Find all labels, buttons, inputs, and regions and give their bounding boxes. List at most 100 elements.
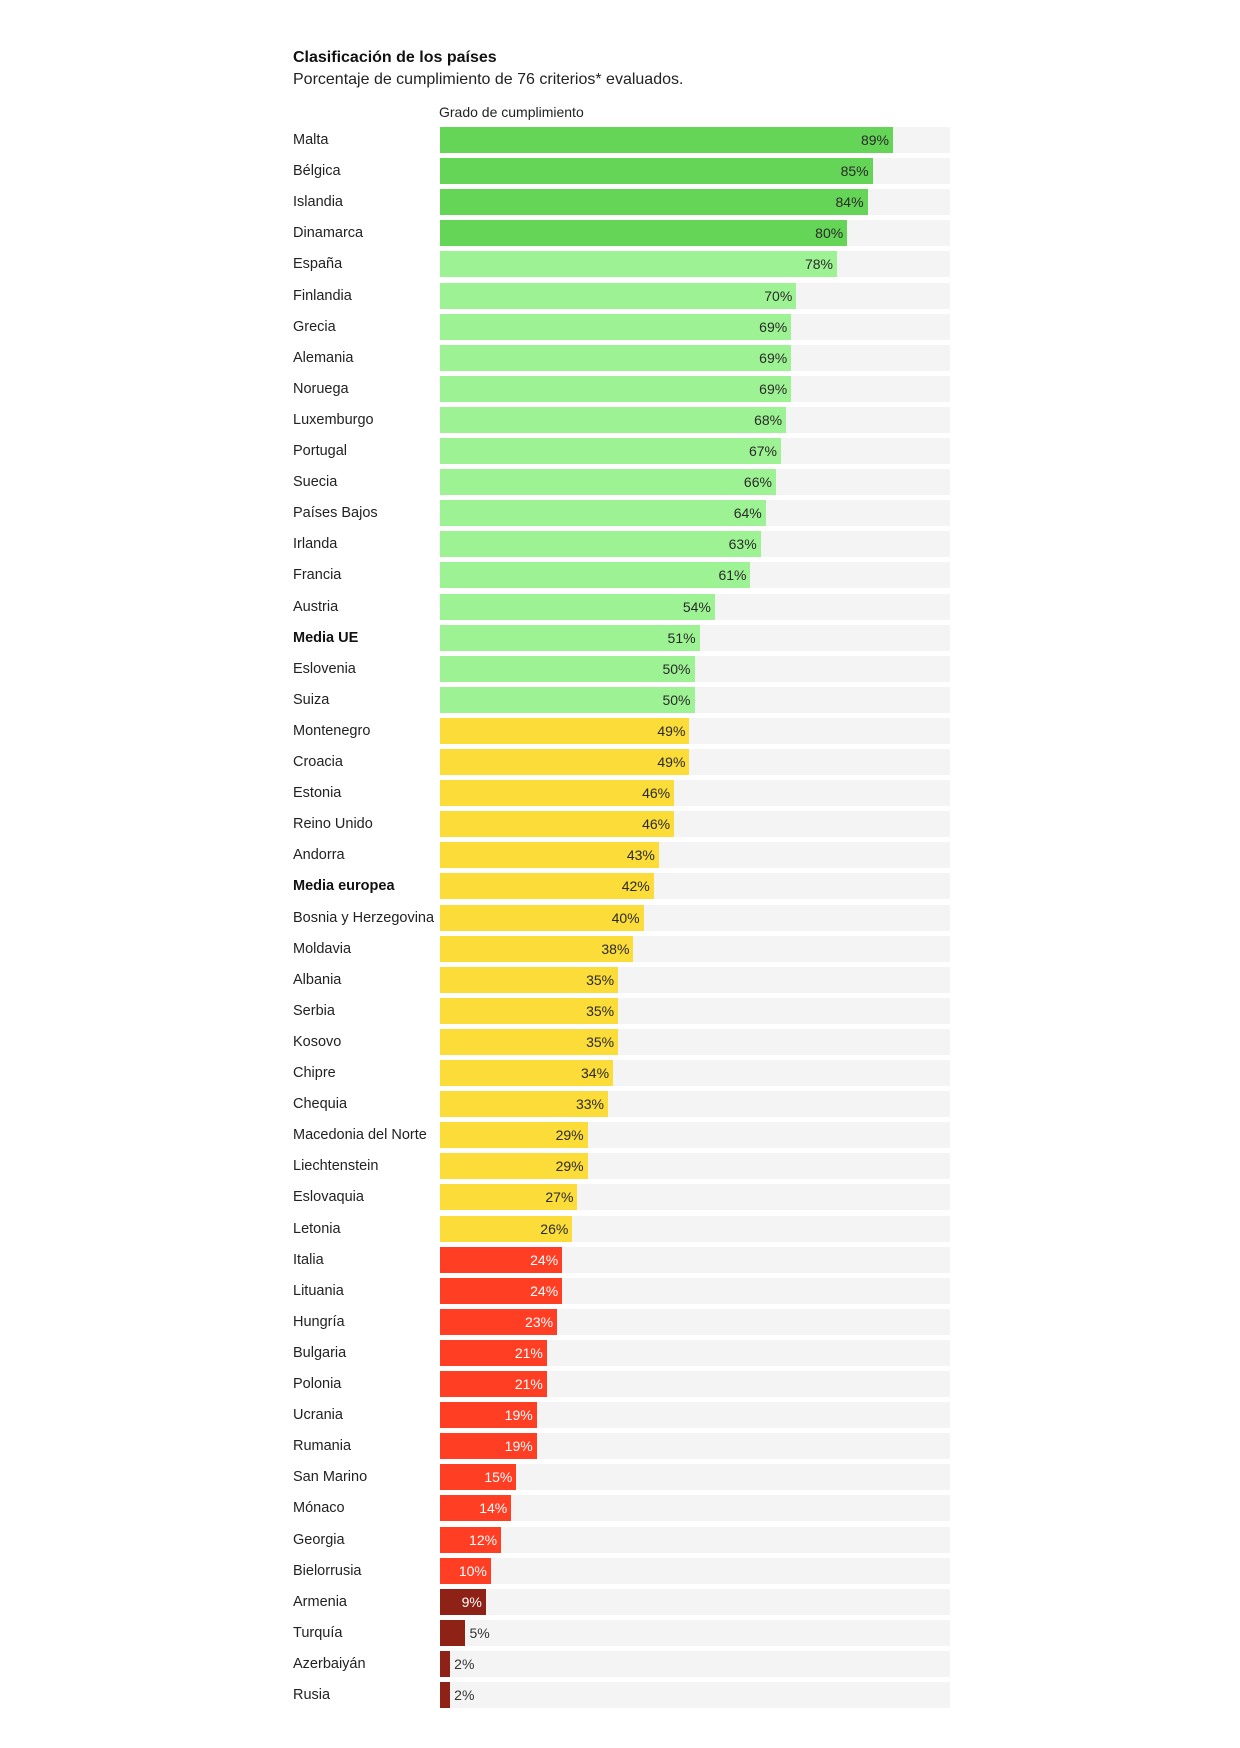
value-label-reino-unido: 46% [642,816,671,833]
bar-alemania [440,344,792,371]
category-label-media-ue: Media UE [293,629,359,646]
bar-turquia [440,1619,466,1646]
value-label-suecia: 66% [743,474,772,491]
bar-luxemburgo [440,406,787,433]
bar-hungria [440,1308,558,1335]
bar-track-rusia [440,1682,950,1708]
category-label-portugal: Portugal [293,443,348,459]
bar-media-ue [440,624,700,651]
bar-eslovaquia [440,1184,578,1211]
category-label-reino-unido: Reino Unido [293,816,373,833]
category-label-bulgaria: Bulgaria [293,1344,347,1361]
bar-azerbaiyan [440,1650,451,1677]
bar-malta [440,127,893,153]
value-label-bielorrusia: 10% [458,1562,487,1579]
value-label-montenegro: 49% [657,722,686,739]
bar-chipre [440,1060,614,1086]
category-label-bielorrusia: Bielorrusia [293,1562,362,1579]
category-label-noruega: Noruega [293,380,349,397]
category-label-lituania: Lituania [293,1282,344,1299]
category-label-georgia: Georgia [293,1531,345,1548]
value-label-grecia: 69% [759,318,788,335]
value-label-croacia: 49% [657,754,686,770]
category-label-belgica: Bélgica [293,163,341,180]
category-label-malta: Malta [293,132,329,148]
bar-moldavia [440,935,634,962]
value-label-andorra: 43% [626,847,655,864]
bar-espana [440,251,838,278]
category-label-bosnia-y-herzegovina: Bosnia y Herzegovina [293,909,435,926]
bar-track-bielorrusia [440,1557,950,1584]
value-label-eslovaquia: 27% [545,1189,574,1206]
value-label-islandia: 84% [835,194,864,211]
bar-paises-bajos [440,500,766,527]
bar-armenia [440,1588,486,1615]
value-label-media-ue: 51% [667,629,696,646]
value-label-finlandia: 70% [764,287,793,304]
value-label-liechtenstein: 29% [555,1158,584,1175]
category-label-eslovaquia: Eslovaquia [293,1189,364,1206]
value-label-monaco: 14% [479,1500,508,1517]
category-label-luxemburgo: Luxemburgo [293,411,374,428]
bar-polonia [440,1371,547,1397]
value-label-moldavia: 38% [601,940,630,957]
category-label-rumania: Rumania [293,1438,352,1455]
category-label-letonia: Letonia [293,1220,341,1237]
value-label-noruega: 69% [759,380,788,397]
chart-title: Clasificación de los países [293,49,497,66]
bar-islandia [440,189,868,216]
bar-estonia [440,780,675,807]
bar-serbia [440,997,619,1024]
value-label-francia: 61% [718,567,747,584]
value-label-italia: 24% [530,1251,559,1268]
category-label-media-europea: Media europea [293,878,395,895]
value-label-alemania: 69% [759,349,788,366]
category-label-suiza: Suiza [293,691,330,708]
value-label-media-europea: 42% [621,878,650,895]
value-label-dinamarca: 80% [815,225,844,242]
bar-bielorrusia [440,1557,491,1584]
value-label-lituania: 24% [530,1282,559,1299]
value-label-turquia: 5% [469,1624,490,1641]
bar-andorra [440,842,659,869]
value-label-belgica: 85% [840,163,869,180]
category-label-albania: Albania [293,971,342,988]
bar-macedonia-del-norte [440,1122,588,1149]
category-label-croacia: Croacia [293,754,343,770]
bar-montenegro [440,717,690,744]
category-label-rusia: Rusia [293,1687,331,1703]
category-label-italia: Italia [293,1251,324,1268]
category-label-ucrania: Ucrania [293,1407,343,1424]
value-label-paises-bajos: 64% [733,505,762,522]
category-label-serbia: Serbia [293,1002,335,1019]
value-label-hungria: 23% [525,1313,554,1330]
value-label-armenia: 9% [461,1593,482,1610]
bar-reino-unido [440,811,675,838]
value-label-portugal: 67% [748,443,778,459]
category-label-turquia: Turquía [293,1624,343,1641]
bar-ucrania [440,1402,537,1429]
bar-noruega [440,375,792,402]
bar-track-san-marino [440,1464,950,1491]
bar-irlanda [440,531,761,558]
bar-media-europea [440,873,654,900]
category-label-hungria: Hungría [293,1313,345,1330]
category-label-grecia: Grecia [293,318,336,335]
category-label-polonia: Polonia [293,1376,342,1392]
value-label-serbia: 35% [586,1002,615,1019]
value-label-estonia: 46% [642,785,671,802]
category-label-estonia: Estonia [293,785,342,802]
value-label-austria: 54% [682,598,711,615]
bar-grecia [440,313,792,340]
bar-track-monaco [440,1495,950,1522]
value-label-irlanda: 63% [728,536,757,553]
category-label-espana: España [293,256,343,273]
value-label-azerbaiyan: 2% [454,1655,475,1672]
bar-bosnia-y-herzegovina [440,904,644,931]
bar-suecia [440,469,776,496]
bar-rumania [440,1433,537,1460]
bar-italia [440,1246,563,1273]
value-label-chequia: 33% [575,1096,604,1113]
bar-lituania [440,1277,563,1304]
